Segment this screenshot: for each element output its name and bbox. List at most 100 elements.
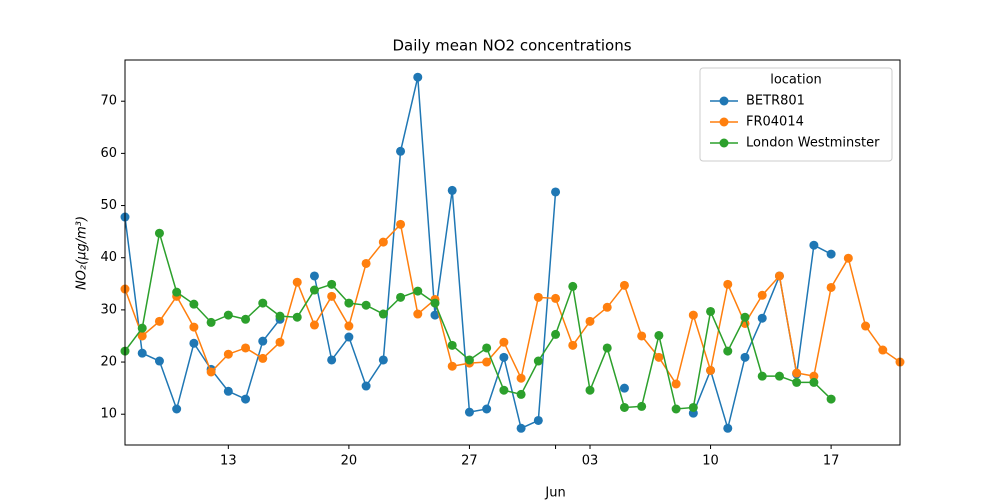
data-point — [533, 292, 543, 302]
data-point — [137, 323, 147, 333]
data-point — [309, 285, 319, 295]
data-point — [189, 299, 199, 309]
data-point — [189, 338, 199, 348]
data-point — [671, 379, 681, 389]
data-point — [757, 371, 767, 381]
data-point — [637, 331, 647, 341]
chart-title: Daily mean NO2 concentrations — [392, 37, 631, 55]
data-point — [223, 386, 233, 396]
legend-label: FR04014 — [746, 115, 804, 130]
y-tick-label: 60 — [100, 146, 117, 161]
data-point — [361, 300, 371, 310]
data-point — [413, 286, 423, 296]
data-point — [792, 368, 802, 378]
data-point — [619, 402, 629, 412]
y-axis-label: NO₂(µg/m³) — [75, 216, 90, 290]
data-point — [275, 337, 285, 347]
data-point — [154, 228, 164, 238]
data-point — [309, 320, 319, 330]
series-line — [124, 222, 901, 386]
data-point — [843, 253, 853, 263]
data-point — [309, 271, 319, 281]
legend-box — [699, 67, 893, 162]
data-point — [723, 279, 733, 289]
data-point — [826, 249, 836, 259]
y-tick-label: 20 — [100, 355, 117, 370]
data-point — [723, 346, 733, 356]
data-point — [206, 317, 216, 327]
data-point — [378, 355, 388, 365]
data-point — [482, 343, 492, 353]
data-point — [378, 309, 388, 319]
data-point — [482, 357, 492, 367]
data-point — [241, 394, 251, 404]
data-point — [688, 402, 698, 412]
data-point — [447, 340, 457, 350]
data-point — [826, 394, 836, 404]
data-point — [327, 279, 337, 289]
data-point — [275, 311, 285, 321]
data-point — [654, 352, 664, 362]
legend-label: BETR801 — [746, 94, 805, 109]
data-point — [671, 404, 681, 414]
x-tick-label: 13 — [220, 454, 237, 469]
data-point — [516, 423, 526, 433]
data-point — [551, 293, 561, 303]
data-point — [258, 353, 268, 363]
data-point — [516, 373, 526, 383]
data-point — [585, 385, 595, 395]
data-point — [413, 309, 423, 319]
data-point — [757, 290, 767, 300]
data-point — [189, 322, 199, 332]
data-point — [723, 423, 733, 433]
data-point — [654, 330, 664, 340]
data-point — [258, 336, 268, 346]
y-tick-label: 10 — [100, 407, 117, 422]
data-point — [619, 280, 629, 290]
data-point — [464, 407, 474, 417]
y-tick-label: 30 — [100, 302, 117, 317]
y-tick-label: 40 — [100, 250, 117, 265]
data-point — [258, 298, 268, 308]
data-point — [413, 72, 423, 82]
y-tick-label: 70 — [100, 94, 117, 109]
x-tick-label: Jun — [544, 486, 565, 500]
data-point — [172, 287, 182, 297]
data-point — [241, 343, 251, 353]
data-point — [499, 385, 509, 395]
data-point — [396, 292, 406, 302]
data-point — [172, 404, 182, 414]
data-point — [774, 271, 784, 281]
data-point — [344, 332, 354, 342]
data-point — [344, 298, 354, 308]
data-point — [361, 381, 371, 391]
data-point — [637, 401, 647, 411]
data-point — [602, 343, 612, 353]
data-point — [223, 349, 233, 359]
data-point — [809, 371, 819, 381]
x-tick-label: 10 — [702, 454, 719, 469]
data-point — [154, 356, 164, 366]
data-point — [740, 352, 750, 362]
legend-label: London Westminster — [746, 136, 880, 151]
data-point — [292, 312, 302, 322]
data-point — [568, 340, 578, 350]
data-point — [602, 302, 612, 312]
y-tick-label: 50 — [100, 198, 117, 213]
data-point — [757, 313, 767, 323]
data-point — [499, 352, 509, 362]
data-point — [499, 337, 509, 347]
data-point — [551, 187, 561, 197]
data-point — [292, 277, 302, 287]
data-point — [482, 404, 492, 414]
data-point — [551, 329, 561, 339]
data-point — [826, 282, 836, 292]
legend-title: location — [770, 73, 822, 88]
data-point — [533, 356, 543, 366]
legend: location BETR801 FR04014 London Westminster — [699, 67, 893, 162]
data-point — [516, 389, 526, 399]
data-point — [137, 348, 147, 358]
plot-frame — [124, 59, 901, 446]
data-point — [533, 415, 543, 425]
x-tick-label: 17 — [823, 454, 840, 469]
